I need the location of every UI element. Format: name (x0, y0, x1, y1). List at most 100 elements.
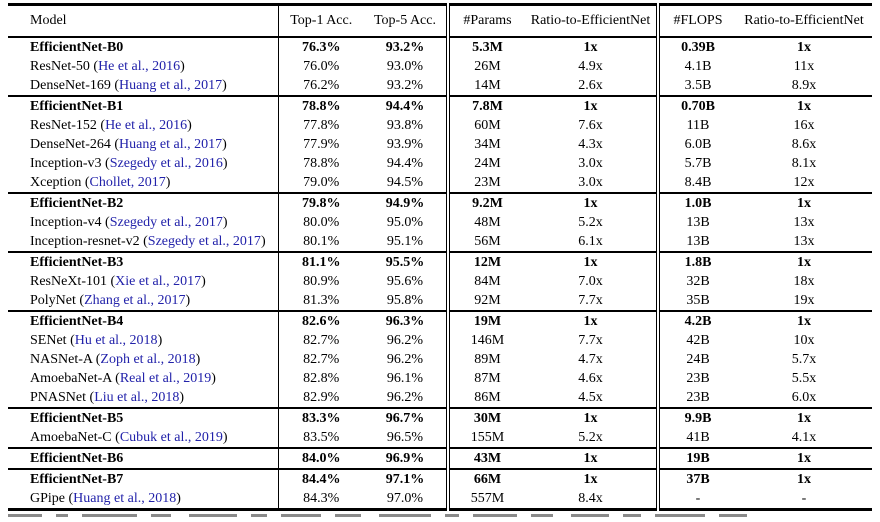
citation-link[interactable]: Liu et al., 2018 (94, 390, 180, 405)
cell-flops: 23B (686, 371, 710, 386)
cell-top5-acc: 94.5% (364, 173, 450, 193)
cell-top5-acc: 95.1% (364, 232, 450, 252)
cell-model: Inception-v4 (Szegedy et al., 2017) (8, 213, 279, 232)
cell-model: SENet (Hu et al., 2018) (8, 331, 279, 350)
cell-flops: 13B (686, 215, 710, 230)
cell-flops-ratio: 1x (797, 451, 811, 466)
cell-flops-ratio: 1x (797, 255, 811, 270)
citation-link[interactable]: Hu et al., 2018 (74, 333, 158, 348)
citation-link[interactable]: Zhang et al., 2017 (84, 293, 186, 308)
table-row: PNASNet (Liu et al., 2018) 82.9% 96.2% 86M 4… (8, 388, 872, 408)
cell-flops-ratio: 1x (797, 472, 811, 487)
cell-top1-acc: 79.8% (302, 196, 341, 211)
cell-top1-acc: 79.0% (303, 175, 340, 190)
table-row: NASNet-A (Zoph et al., 2018) 82.7% 96.2% 89… (8, 350, 872, 369)
table-row: EfficientNet-B3 81.1% 95.5% 12M 1x 1.8B 1x (8, 252, 872, 272)
cell-top5-acc: 94.4% (364, 96, 450, 116)
cell-params-ratio: 4.9x (525, 57, 660, 76)
citation-link[interactable]: Zoph et al., 2018 (100, 352, 196, 367)
model-name: EfficientNet-B0 (30, 40, 124, 55)
cell-flops: 8.4B (684, 175, 712, 190)
cell-model: EfficientNet-B7 (8, 469, 279, 489)
cell-top1-acc: 82.8% (303, 371, 340, 386)
cell-top1-acc: 83.3% (302, 411, 341, 426)
cell-model: EfficientNet-B3 (8, 252, 279, 272)
cell-model: EfficientNet-B5 (8, 408, 279, 428)
model-name: PolyNet (30, 293, 76, 308)
cell-flops: 35B (686, 293, 710, 308)
cell-top1-acc: 78.8% (303, 156, 340, 171)
cell-top5-acc: 95.8% (364, 291, 450, 311)
cell-params: 87M (474, 371, 501, 386)
cell-params: 30M (473, 411, 502, 426)
cell-model: EfficientNet-B6 (8, 448, 279, 469)
cell-top5-acc: 94.4% (364, 154, 450, 173)
cell-flops-ratio: 8.6x (791, 137, 817, 152)
cell-model: Inception-v3 (Szegedy et al., 2016) (8, 154, 279, 173)
cell-flops: - (695, 491, 701, 506)
model-name: SENet (30, 333, 67, 348)
cell-top5-acc: 96.2% (364, 350, 450, 369)
cell-params-ratio: 1x (525, 408, 660, 428)
cell-params-ratio: 4.6x (525, 369, 660, 388)
model-name: EfficientNet-B7 (30, 472, 124, 487)
cell-model: GPipe (Huang et al., 2018) (8, 489, 279, 510)
table-row: DenseNet-264 (Huang et al., 2017) 77.9% 93… (8, 135, 872, 154)
cell-flops: 4.1B (684, 59, 712, 74)
cell-top5-acc: 96.5% (364, 428, 450, 448)
cell-params-ratio: 4.3x (525, 135, 660, 154)
citation-link[interactable]: Szegedy et al., 2016 (109, 156, 223, 171)
cell-flops-ratio: 1x (797, 99, 811, 114)
cell-flops-ratio: 6.0x (791, 390, 817, 405)
cell-flops: 11B (686, 118, 710, 133)
table-row: ResNet-152 (He et al., 2016) 77.8% 93.8% 60… (8, 116, 872, 135)
cell-model: Xception (Chollet, 2017) (8, 173, 279, 193)
citation-link[interactable]: He et al., 2016 (98, 59, 181, 74)
cell-flops-ratio: 8.1x (791, 156, 817, 171)
cell-params: 19M (473, 314, 502, 329)
citation-link[interactable]: Cubuk et al., 2019 (119, 430, 223, 445)
cell-flops-ratio: 10x (793, 333, 815, 348)
cell-params: 24M (474, 156, 501, 171)
cell-params-ratio: 5.2x (525, 428, 660, 448)
model-name: EfficientNet-B5 (30, 411, 124, 426)
cell-model: DenseNet-169 (Huang et al., 2017) (8, 76, 279, 96)
cell-top1-acc: 82.7% (303, 333, 340, 348)
cell-params-ratio: 5.2x (525, 213, 660, 232)
cell-top1-acc: 80.1% (303, 234, 340, 249)
cropped-caption-remnant (8, 514, 876, 520)
cell-params: 48M (474, 215, 501, 230)
model-name: AmoebaNet-A (30, 371, 112, 386)
citation-link[interactable]: Szegedy et al., 2017 (147, 234, 261, 249)
table-row: Inception-v3 (Szegedy et al., 2016) 78.8%… (8, 154, 872, 173)
citation-link[interactable]: He et al., 2016 (105, 118, 188, 133)
cell-top1-acc: 84.3% (303, 491, 340, 506)
cell-params-ratio: 1x (525, 252, 660, 272)
citation-link[interactable]: Real et al., 2019 (119, 371, 212, 386)
citation-link[interactable]: Huang et al., 2018 (73, 491, 177, 506)
cell-params-ratio: 7.6x (525, 116, 660, 135)
column-header-model: Model (8, 4, 279, 37)
cell-flops-ratio: 18x (793, 274, 815, 289)
citation-link[interactable]: Szegedy et al., 2017 (109, 215, 223, 230)
cell-params-ratio: 8.4x (525, 489, 660, 510)
citation-link[interactable]: Xie et al., 2017 (115, 274, 202, 289)
column-header-top5-acc: Top-5 Acc. (364, 4, 450, 37)
cell-flops-ratio: 1x (797, 314, 811, 329)
table-row: SENet (Hu et al., 2018) 82.7% 96.2% 146M 7.7… (8, 331, 872, 350)
cell-top1-acc: 82.6% (302, 314, 341, 329)
cell-params-ratio: 1x (525, 469, 660, 489)
model-group-7: EfficientNet-B7 84.4% 97.1% 66M 1x 37B 1x GPipe… (8, 469, 872, 510)
cell-params: 60M (474, 118, 501, 133)
citation-link[interactable]: Huang et al., 2017 (119, 137, 223, 152)
cell-params: 7.8M (472, 99, 503, 114)
cell-flops: 32B (686, 274, 710, 289)
model-name: NASNet-A (30, 352, 93, 367)
model-name: ResNet-152 (30, 118, 97, 133)
model-name: DenseNet-264 (30, 137, 111, 152)
cell-params-ratio: 2.6x (525, 76, 660, 96)
citation-link[interactable]: Huang et al., 2017 (119, 78, 223, 93)
column-header-flops: #FLOPS (673, 13, 723, 28)
citation-link[interactable]: Chollet, 2017 (89, 175, 166, 190)
cell-top5-acc: 95.6% (364, 272, 450, 291)
